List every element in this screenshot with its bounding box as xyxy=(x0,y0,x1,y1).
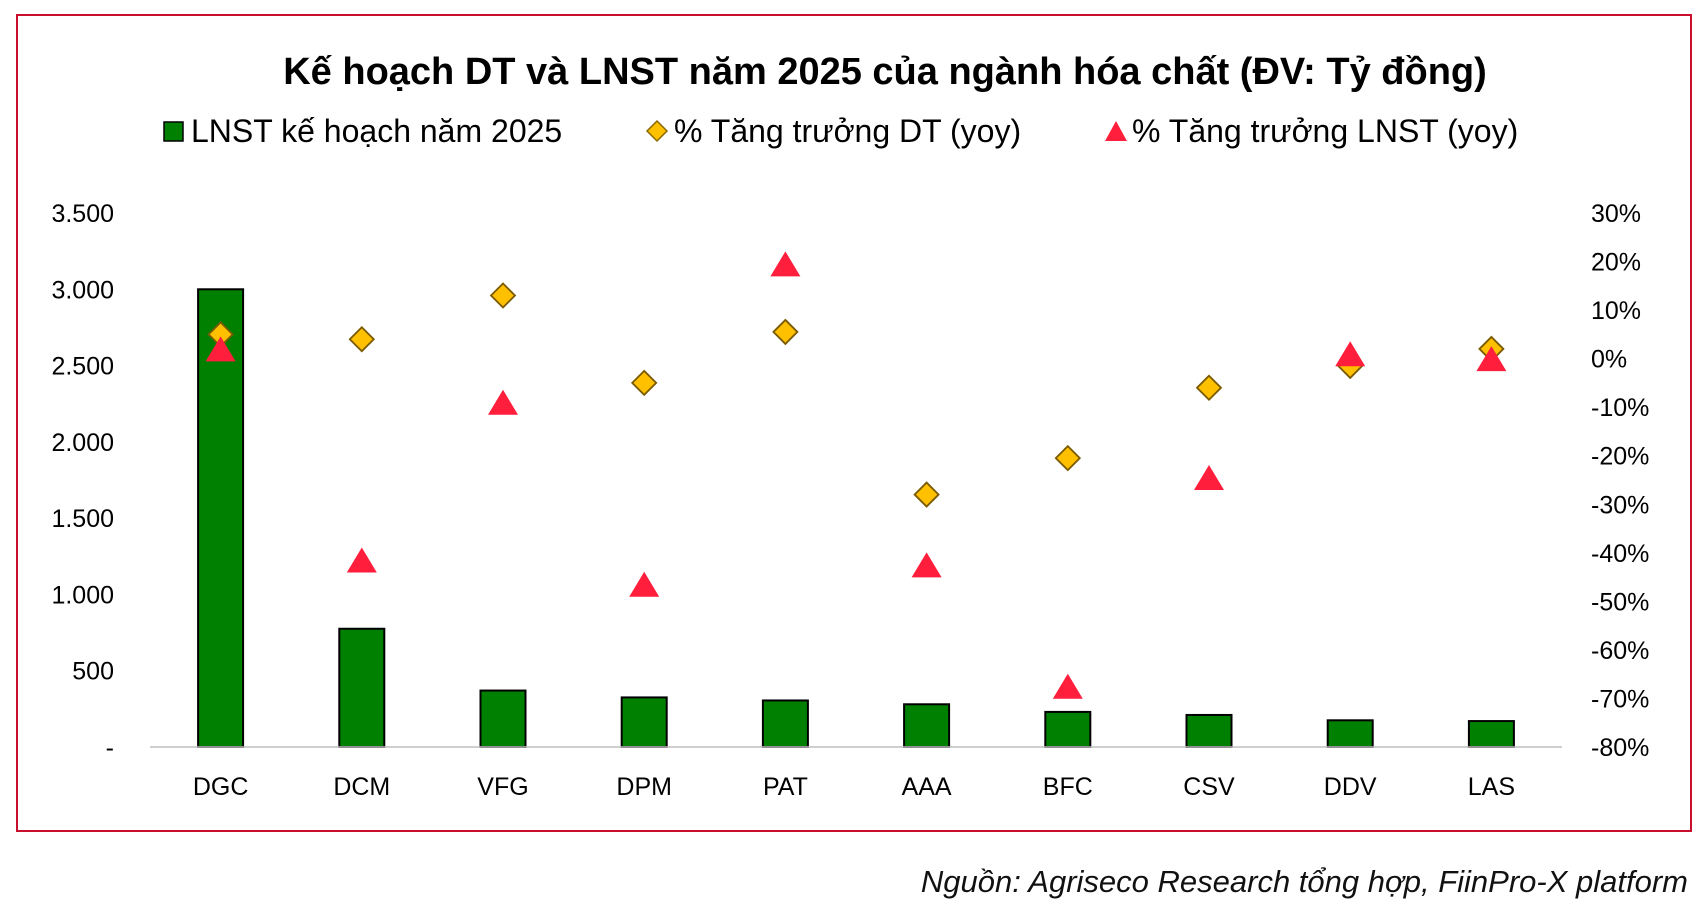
bar xyxy=(338,627,386,748)
legend-label-bar: LNST kế hoạch năm 2025 xyxy=(191,113,562,149)
category-label: AAA xyxy=(902,773,952,801)
chart-frame xyxy=(16,14,1692,832)
right-tick-label: -10% xyxy=(1591,394,1649,422)
legend-label-triangle: % Tăng trưởng LNST (yoy) xyxy=(1132,113,1518,149)
right-axis: -80% -70% -60% -50% -40% -30% -20% -10% 0% 10% 20%… xyxy=(1591,200,1649,762)
legend-swatch-diamond xyxy=(645,119,669,143)
legend: LNST kế hoạch năm 2025 % Tăng trưởng DT … xyxy=(163,113,1518,149)
bar xyxy=(1467,720,1515,749)
left-tick-label: 1.000 xyxy=(51,581,114,609)
profit-growth-marker xyxy=(1052,673,1083,699)
chart-title: Kế hoạch DT và LNST năm 2025 của ngành h… xyxy=(283,51,1487,93)
profit-growth-series xyxy=(205,251,1507,699)
left-tick-label: 3.500 xyxy=(51,200,114,228)
bar xyxy=(479,689,527,749)
left-tick-label: 3.000 xyxy=(51,276,114,304)
left-tick-label: 2.500 xyxy=(51,353,114,381)
right-tick-label: -20% xyxy=(1591,443,1649,471)
profit-growth-marker xyxy=(1476,346,1507,372)
bar xyxy=(1326,719,1374,748)
category-label: PAT xyxy=(763,773,808,801)
revenue-growth-marker xyxy=(913,481,940,508)
category-labels: DGC DCM VFG DPM PAT AAA BFC CSV DDV LAS xyxy=(193,773,1515,801)
right-tick-label: 20% xyxy=(1591,249,1641,277)
bar xyxy=(1044,710,1092,748)
profit-growth-marker xyxy=(488,389,518,415)
category-label: VFG xyxy=(477,773,528,801)
bar xyxy=(1185,713,1233,749)
revenue-growth-marker xyxy=(772,318,799,346)
revenue-growth-series xyxy=(207,282,1505,508)
revenue-growth-marker xyxy=(1195,374,1223,402)
right-tick-label: 0% xyxy=(1591,346,1627,374)
right-tick-label: 30% xyxy=(1591,200,1641,228)
category-label: BFC xyxy=(1043,773,1093,801)
bar xyxy=(620,696,668,749)
category-label: DPM xyxy=(616,773,672,801)
revenue-growth-marker xyxy=(489,282,517,309)
category-label: DCM xyxy=(333,773,390,801)
right-tick-label: -60% xyxy=(1591,637,1649,665)
profit-growth-marker xyxy=(346,547,377,573)
profit-growth-marker xyxy=(911,552,942,578)
left-tick-label: - xyxy=(106,734,114,762)
bar-series xyxy=(197,288,1515,749)
legend-swatch-bar xyxy=(163,121,184,142)
profit-growth-marker xyxy=(205,336,236,362)
profit-growth-marker xyxy=(1194,465,1224,490)
profit-growth-marker xyxy=(629,571,660,597)
right-tick-label: -70% xyxy=(1591,685,1649,713)
legend-label-diamond: % Tăng trưởng DT (yoy) xyxy=(674,113,1021,149)
left-tick-label: 1.500 xyxy=(51,505,114,533)
left-tick-label: 2.000 xyxy=(51,429,114,457)
right-tick-label: -50% xyxy=(1591,588,1649,616)
right-tick-label: 10% xyxy=(1591,297,1641,325)
right-tick-label: -80% xyxy=(1591,734,1649,762)
source-note: Nguồn: Agriseco Research tổng hợp, FiinP… xyxy=(920,864,1688,899)
profit-growth-marker xyxy=(770,251,801,277)
category-label: DGC xyxy=(193,773,249,801)
category-label: DDV xyxy=(1324,773,1377,801)
revenue-growth-marker xyxy=(630,369,658,397)
revenue-growth-marker xyxy=(1054,444,1082,472)
left-tick-label: 500 xyxy=(72,658,114,686)
legend-swatch-triangle xyxy=(1105,121,1127,141)
category-label: CSV xyxy=(1183,773,1235,801)
left-axis: - 500 1.000 1.500 2.000 2.500 3.000 3.500 xyxy=(51,200,114,762)
bar xyxy=(761,699,809,748)
right-tick-label: -30% xyxy=(1591,491,1649,519)
revenue-growth-marker xyxy=(348,325,376,353)
profit-growth-marker xyxy=(1335,341,1366,367)
category-label: LAS xyxy=(1468,773,1515,801)
right-tick-label: -40% xyxy=(1591,540,1649,568)
bar xyxy=(903,703,951,749)
